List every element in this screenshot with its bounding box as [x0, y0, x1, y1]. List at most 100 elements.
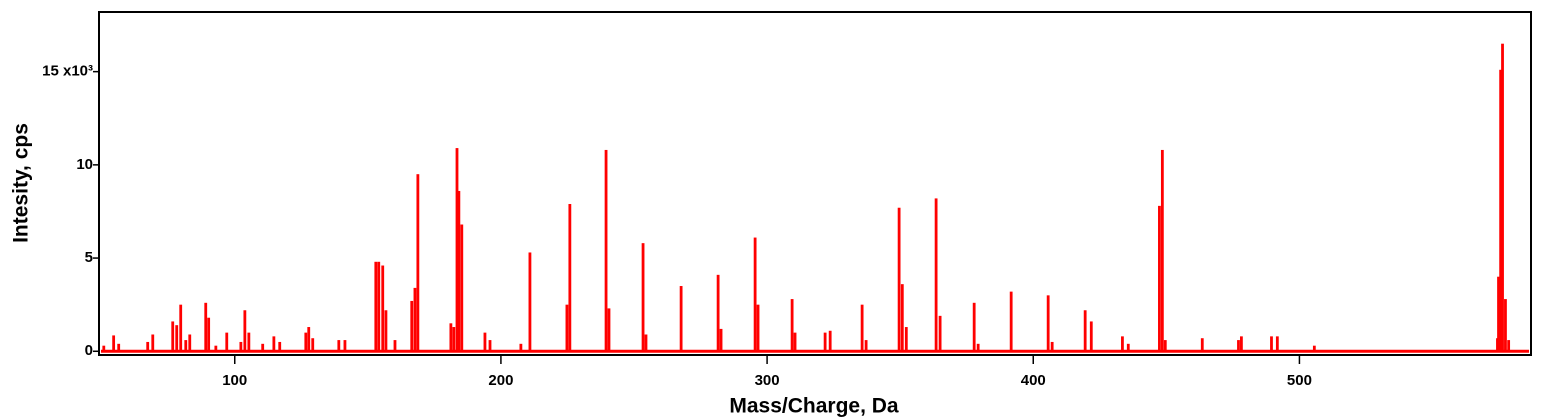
plot-area: [101, 43, 1529, 353]
y-tick-label: 15 x10³: [42, 63, 93, 80]
peak: [311, 338, 315, 352]
peak: [374, 261, 378, 352]
peak: [384, 310, 388, 352]
peak: [938, 315, 942, 352]
peak: [225, 332, 229, 352]
peak: [1163, 340, 1167, 352]
peak: [151, 334, 155, 352]
peak: [457, 190, 461, 352]
peak: [1083, 310, 1087, 352]
peak: [272, 336, 276, 352]
peak: [823, 332, 827, 352]
peak: [1497, 276, 1500, 352]
peak: [483, 332, 487, 352]
x-axis-title: Mass/Charge, Da: [729, 395, 899, 418]
peak: [117, 343, 121, 352]
peak: [897, 207, 901, 352]
peak: [488, 340, 492, 352]
peak: [528, 252, 532, 352]
peak: [1237, 340, 1240, 352]
peak: [568, 204, 572, 352]
x-tick-label: 400: [1021, 372, 1046, 389]
peak: [934, 198, 938, 352]
peak: [413, 287, 417, 352]
peak: [278, 341, 282, 352]
peak: [204, 302, 208, 352]
peak: [1050, 341, 1054, 352]
peak: [1507, 340, 1511, 352]
peak: [716, 274, 720, 352]
peak: [343, 340, 347, 352]
peak: [976, 343, 980, 352]
peak: [1275, 336, 1279, 352]
peak: [756, 304, 760, 352]
peak: [102, 345, 106, 352]
peak: [679, 286, 683, 352]
peak: [207, 317, 211, 352]
peak: [416, 174, 420, 352]
peak: [1121, 336, 1124, 352]
peak: [1126, 343, 1130, 352]
y-tick-label: 0: [85, 342, 93, 359]
plot-frame: [98, 11, 1532, 356]
peak: [377, 261, 381, 352]
peak: [1158, 205, 1161, 352]
peak: [790, 299, 794, 352]
peak: [519, 343, 523, 352]
peak: [641, 243, 645, 352]
peak: [460, 224, 464, 352]
peak: [904, 327, 908, 352]
peak: [1501, 43, 1504, 352]
x-tick-label: 100: [222, 372, 247, 389]
peak: [753, 237, 757, 352]
peak: [455, 148, 459, 352]
peak: [1160, 149, 1164, 352]
peak: [828, 330, 832, 352]
peak: [247, 332, 251, 352]
peak: [261, 343, 265, 352]
peak: [410, 300, 414, 352]
peak: [1312, 345, 1316, 352]
peak: [1009, 291, 1013, 352]
y-tick-label: 5: [85, 249, 93, 266]
peak: [112, 335, 116, 352]
peak: [449, 323, 453, 352]
peak: [1089, 321, 1093, 352]
peak: [188, 334, 192, 352]
peak: [719, 328, 723, 352]
peak: [304, 332, 308, 352]
peak: [644, 334, 648, 352]
peak: [607, 308, 611, 352]
peak: [239, 341, 243, 352]
peak: [565, 304, 569, 352]
peak: [179, 304, 183, 352]
peak: [1499, 69, 1503, 352]
peak: [146, 341, 150, 352]
peak: [243, 310, 247, 352]
x-tick-label: 200: [488, 372, 513, 389]
peak: [175, 325, 179, 352]
peak: [1240, 336, 1243, 352]
peak: [171, 321, 175, 352]
peak: [860, 304, 864, 352]
y-tick-label: 10: [76, 156, 93, 173]
x-tick-label: 500: [1287, 372, 1312, 389]
x-tick-label: 300: [755, 372, 780, 389]
peak: [864, 340, 868, 352]
peak: [793, 332, 797, 352]
peak: [1504, 299, 1507, 352]
peak: [214, 345, 218, 352]
peak: [1270, 336, 1273, 352]
peak: [1200, 338, 1204, 352]
peak: [393, 340, 397, 352]
peak: [972, 302, 976, 352]
peak: [337, 340, 341, 352]
y-axis-title: Intesity, cps: [10, 123, 33, 243]
peak: [184, 340, 188, 352]
peak: [452, 327, 456, 352]
peak: [307, 327, 311, 352]
peak: [381, 265, 385, 352]
peak: [900, 284, 904, 352]
peak: [604, 149, 608, 352]
